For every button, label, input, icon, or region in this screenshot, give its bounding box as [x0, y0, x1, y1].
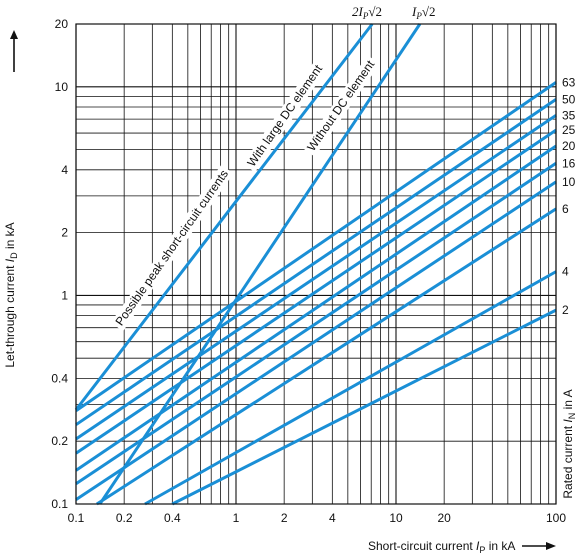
plot-frame: [75, 23, 557, 505]
y-tick-label: 10: [55, 80, 69, 94]
svg-text:Rated current IN in A: Rated current IN in A: [561, 389, 577, 498]
series-line-63: [75, 81, 557, 412]
series-line-50: [75, 98, 557, 426]
series-line-4: [144, 270, 557, 506]
series-line-25: [75, 128, 557, 455]
y-axis-title: Let-through current ID in kA: [3, 222, 19, 367]
series-label-63: 63: [562, 75, 576, 89]
series-line-35: [75, 114, 557, 441]
series-label-35: 35: [562, 108, 576, 122]
svg-text:2IP√2: 2IP√2: [352, 4, 382, 21]
x-tick-label: 0.2: [116, 511, 133, 525]
y-tick-label: 2: [61, 226, 68, 240]
series-label-16: 16: [562, 156, 576, 170]
x-axis-title: Short-circuit current IP in kA: [368, 539, 515, 555]
x-axis-arrow-icon: [546, 542, 556, 550]
x-tick-label: 4: [329, 511, 336, 525]
series-label-4: 4: [562, 265, 569, 279]
series-line-2: [171, 308, 557, 506]
y-tick-label: 1: [61, 288, 68, 302]
series-label-25: 25: [562, 123, 576, 137]
y-tick-labels: 0.1 0.2 0.4 1 2 4 10 20: [51, 17, 68, 511]
y-tick-label: 20: [55, 17, 69, 31]
right-axis-title: Rated current IN in A: [561, 389, 577, 498]
x-tick-label: 1: [233, 511, 240, 525]
x-tick-label: 20: [437, 511, 451, 525]
series-label-20: 20: [562, 139, 576, 153]
reference-lines: [74, 23, 422, 505]
series-line-10: [75, 180, 557, 501]
y-tick-label: 4: [61, 163, 68, 177]
svg-text:Let-through current ID in kA: Let-through current ID in kA: [3, 222, 19, 367]
ref-label-ip-root2: IP√2: [411, 4, 435, 21]
series-label-50: 50: [562, 92, 576, 106]
y-axis-arrow-icon: [10, 30, 18, 39]
y-tick-label: 0.4: [51, 371, 68, 385]
x-tick-label: 2: [281, 511, 288, 525]
ref-label-2ip-root2: 2IP√2: [352, 4, 382, 21]
reference-line: [98, 23, 422, 505]
series-line-6: [96, 207, 557, 506]
series-line-20: [75, 144, 557, 472]
series-lines: [75, 81, 557, 506]
reference-line: [74, 23, 374, 411]
series-label-2: 2: [562, 303, 569, 317]
series-label-6: 6: [562, 202, 569, 216]
y-tick-label: 0.2: [51, 434, 68, 448]
series-line-16: [75, 162, 557, 486]
x-tick-label: 100: [546, 511, 566, 525]
x-tick-label: 10: [389, 511, 403, 525]
svg-text:IP√2: IP√2: [411, 4, 435, 21]
series-label-10: 10: [562, 175, 576, 189]
svg-text:Possible peak short-circuit cu: Possible peak short-circuit currents: [112, 167, 231, 328]
y-tick-label: 0.1: [51, 497, 68, 511]
svg-text:Short-circuit current IP in kA: Short-circuit current IP in kA: [368, 539, 515, 555]
x-tick-labels: 0.1 0.2 0.4 1 2 4 10 20 100: [68, 511, 567, 525]
x-tick-label: 0.1: [68, 511, 85, 525]
x-tick-label: 0.4: [164, 511, 181, 525]
